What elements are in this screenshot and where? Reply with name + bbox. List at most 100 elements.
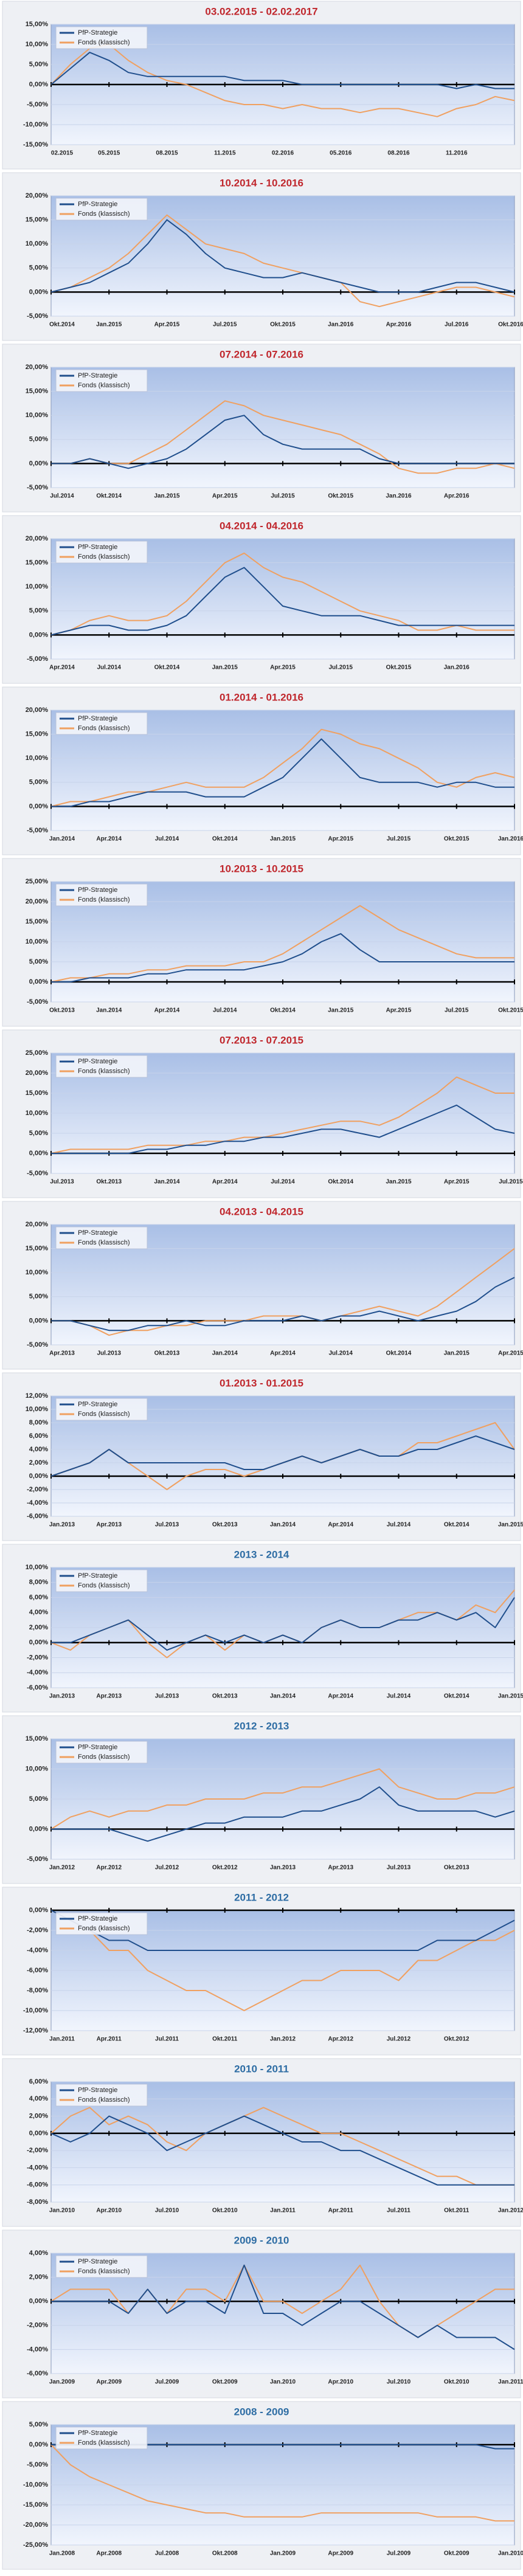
y-tick-label: 10,00%	[26, 41, 49, 48]
y-tick-label: -6,00%	[27, 1513, 48, 1520]
legend-box	[55, 2084, 148, 2107]
y-tick-label: 6,00%	[29, 1594, 48, 1601]
x-tick-label: Jan.2015	[96, 322, 122, 328]
y-tick-label: 15,00%	[26, 216, 49, 224]
series-line	[50, 728, 515, 807]
x-tick-label: Jan.2008	[49, 2550, 75, 2557]
x-tick-label: Okt.2013	[49, 1007, 75, 1014]
y-tick-label: -5,00%	[27, 1341, 48, 1348]
x-tick-label: Okt.2015	[444, 836, 469, 843]
series-line	[50, 219, 515, 293]
y-tick-label: 4,00%	[29, 2250, 48, 2257]
x-tick-label: Apr.2010	[96, 2208, 122, 2214]
x-tick-label: Jan.2014	[270, 1693, 296, 1700]
x-tick-label: Jul.2013	[387, 1865, 411, 1871]
x-tick-label: Okt.2015	[270, 322, 296, 328]
y-tick-label: 0,00%	[29, 460, 48, 467]
chart-title: 2010 - 2011	[234, 2063, 289, 2074]
x-tick-label: Jul.2009	[155, 2379, 179, 2386]
y-tick-label: 2,00%	[29, 2112, 48, 2119]
legend-label: Fonds (klassisch)	[78, 2096, 130, 2104]
y-tick-label: 0,00%	[29, 1317, 48, 1324]
series-line	[50, 552, 514, 636]
x-tick-label: Apr.2014	[212, 1179, 238, 1186]
x-tick-label: Okt.2014	[444, 1522, 469, 1528]
x-tick-label: Okt.2015	[386, 665, 412, 671]
x-tick-label: 08.2016	[387, 150, 410, 157]
legend-label: Fonds (klassisch)	[78, 39, 130, 46]
x-tick-label: Apr.2013	[328, 1865, 353, 1871]
x-tick-label: Jul.2012	[155, 1865, 179, 1871]
x-tick-label: Jan.2014	[270, 1522, 296, 1528]
y-tick-label: 4,00%	[29, 2095, 48, 2102]
y-tick-label: 0,00%	[29, 1473, 48, 1480]
chart-title: 2011 - 2012	[234, 1891, 289, 1903]
legend-label: Fonds (klassisch)	[78, 382, 130, 389]
x-tick-label: Jan.2013	[270, 1865, 296, 1871]
series-line	[50, 905, 514, 982]
y-tick-label: 0,00%	[29, 631, 48, 638]
series-line	[50, 1768, 515, 1830]
y-tick-label: -25,00%	[23, 2541, 48, 2549]
y-tick-label: 25,00%	[26, 1049, 49, 1057]
x-tick-label: Okt.2013	[154, 1350, 180, 1357]
x-tick-label: Jan.2013	[49, 1522, 75, 1528]
x-tick-label: Okt.2016	[498, 322, 523, 328]
x-tick-label: Apr.2009	[96, 2379, 122, 2386]
x-tick-label: Apr.2014	[328, 1522, 353, 1528]
x-tick-label: Jul.2014	[271, 1179, 295, 1186]
y-tick-label: 20,00%	[26, 898, 49, 905]
x-tick-label: Apr.2015	[212, 493, 238, 500]
chart-title: 10.2014 - 10.2016	[220, 177, 303, 188]
legend-label: PfP-Strategie	[78, 1744, 117, 1751]
y-tick-label: -6,00%	[27, 1684, 48, 1691]
legend-box	[55, 1741, 148, 1764]
y-tick-label: 0,00%	[29, 2298, 48, 2305]
x-tick-label: Okt.2010	[212, 2208, 238, 2214]
x-tick-label: Apr.2013	[96, 1522, 122, 1528]
legend-label: PfP-Strategie	[78, 1058, 117, 1065]
x-tick-label: Jul.2015	[329, 665, 353, 671]
y-tick-label: 20,00%	[26, 364, 49, 371]
x-tick-label: Apr.2015	[498, 1350, 523, 1357]
y-tick-label: 15,00%	[26, 1245, 49, 1252]
x-tick-label: Apr.2013	[49, 1350, 75, 1357]
y-tick-label: -15,00%	[23, 2501, 48, 2509]
x-tick-label: Jul.2013	[97, 1350, 122, 1357]
legend-label: PfP-Strategie	[78, 1572, 117, 1580]
x-tick-label: Apr.2011	[328, 2208, 354, 2214]
x-tick-label: Apr.2014	[154, 1007, 180, 1014]
y-tick-label: -6,00%	[27, 2181, 48, 2189]
y-tick-label: 6,00%	[29, 2078, 48, 2085]
x-tick-label: Jan.2015	[444, 1350, 470, 1357]
x-tick-label: Apr.2015	[386, 1007, 412, 1014]
y-tick-label: -5,00%	[27, 101, 48, 108]
x-tick-label: Apr.2010	[328, 2379, 353, 2386]
x-tick-label: Jan.2015	[328, 1007, 354, 1014]
y-tick-label: -5,00%	[27, 313, 48, 320]
legend-label: Fonds (klassisch)	[78, 1753, 130, 1761]
y-tick-label: -5,00%	[27, 1170, 48, 1177]
series-line	[51, 738, 514, 807]
y-tick-label: 10,00%	[26, 240, 49, 247]
y-tick-label: -4,00%	[27, 2346, 48, 2353]
y-tick-label: -6,00%	[27, 1967, 48, 1974]
series-line	[51, 415, 514, 469]
y-tick-label: 4,00%	[29, 1609, 48, 1616]
x-tick-label: Apr.2015	[328, 836, 353, 843]
legend-box	[55, 540, 148, 564]
x-tick-label: Okt.2013	[96, 1179, 122, 1186]
legend-box	[55, 1055, 148, 1078]
y-tick-label: -4,00%	[27, 2164, 48, 2171]
y-tick-label: -8,00%	[27, 1987, 48, 1994]
y-tick-label: 20,00%	[26, 706, 49, 714]
x-tick-label: Jul.2008	[155, 2550, 179, 2557]
y-tick-label: 2,00%	[29, 1459, 48, 1466]
y-tick-label: -10,00%	[23, 2481, 48, 2488]
x-tick-label: Okt.2014	[154, 665, 180, 671]
x-tick-label: Okt.2011	[444, 2208, 469, 2214]
y-tick-label: 15,00%	[26, 918, 49, 925]
series-line	[50, 1910, 515, 1951]
y-tick-label: -5,00%	[27, 655, 48, 663]
series-line	[50, 214, 515, 308]
